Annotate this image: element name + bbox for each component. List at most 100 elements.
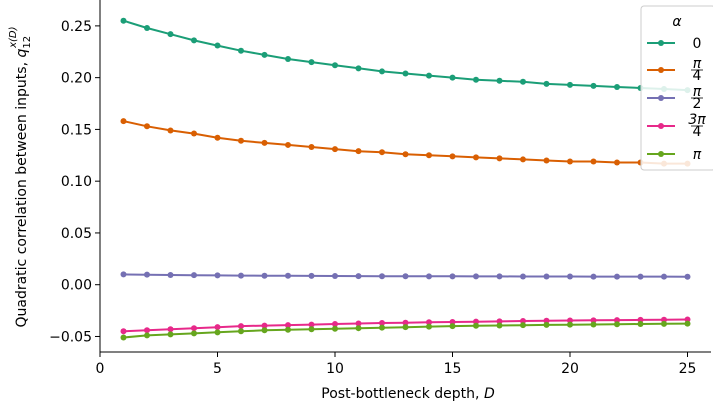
data-point (449, 323, 456, 330)
data-point (520, 318, 526, 325)
data-point (567, 321, 573, 328)
legend-marker (658, 151, 664, 157)
x-tick-label: 5 (213, 361, 222, 377)
data-point (120, 271, 127, 278)
data-point (214, 42, 221, 49)
data-point (379, 320, 385, 327)
data-point (543, 317, 550, 324)
data-point (238, 323, 244, 330)
data-point (496, 273, 503, 280)
x-tick-label: 20 (561, 361, 579, 377)
data-point (191, 130, 197, 137)
data-point (261, 51, 268, 58)
data-point (590, 273, 597, 280)
y-tick-label: 0.15 (61, 122, 92, 138)
data-point (614, 321, 620, 328)
data-point (684, 273, 691, 280)
y-tick-label: 0.20 (61, 71, 92, 87)
data-point (426, 273, 432, 280)
data-point (449, 74, 456, 81)
data-point (496, 155, 503, 162)
data-point (285, 326, 291, 333)
data-point (144, 123, 150, 130)
data-point (355, 325, 362, 332)
data-point (214, 329, 221, 336)
data-point (285, 322, 291, 329)
data-point (308, 272, 315, 279)
data-point (261, 327, 268, 334)
series-3 (120, 316, 691, 335)
series-4 (120, 320, 691, 341)
data-point (543, 321, 550, 328)
data-point (590, 321, 597, 328)
legend-item: π (647, 147, 702, 163)
data-point (191, 325, 197, 332)
data-point (637, 316, 644, 323)
data-point (614, 317, 620, 324)
data-point (449, 273, 456, 280)
data-point (426, 72, 432, 79)
data-point (473, 318, 479, 325)
data-point (449, 153, 456, 160)
legend-label: π (693, 147, 702, 163)
legend-item: π4 (647, 56, 703, 84)
data-point (214, 272, 221, 279)
data-point (473, 322, 479, 329)
data-point (355, 65, 362, 72)
data-point (402, 151, 409, 158)
data-point (661, 273, 667, 280)
data-point (144, 327, 150, 334)
y-tick-label: 0.25 (61, 19, 92, 35)
data-point (144, 24, 150, 31)
data-point (332, 146, 338, 153)
data-point (520, 322, 526, 329)
data-point (285, 56, 291, 63)
data-point (379, 273, 385, 280)
data-point (120, 118, 127, 125)
legend-label-numerator: 3π (688, 112, 706, 128)
y-axis-title: Quadratic correlation between inputs, q1… (8, 26, 33, 327)
data-point (214, 324, 221, 331)
x-tick-label: 0 (96, 361, 105, 377)
data-point (449, 318, 456, 325)
data-point (308, 59, 315, 66)
data-point (637, 273, 644, 280)
legend-marker (658, 67, 664, 73)
legend-label-denominator: 2 (693, 96, 702, 112)
data-point (496, 322, 503, 329)
y-tick-label: −0.05 (49, 329, 92, 345)
legend-title: α (672, 14, 682, 30)
data-point (238, 328, 244, 335)
data-point (684, 320, 691, 327)
data-point (473, 273, 479, 280)
legend-item: π2 (647, 84, 703, 112)
data-point (167, 331, 174, 338)
data-point (355, 320, 362, 327)
data-point (661, 320, 667, 327)
data-point (261, 139, 268, 146)
data-point (543, 157, 550, 164)
data-point (426, 323, 432, 330)
data-point (520, 273, 526, 280)
x-tick-label: 25 (679, 361, 697, 377)
data-point (496, 318, 503, 325)
y-axis: −0.05 0.00 0.05 0.10 0.15 0.20 0.25 (49, 0, 101, 352)
legend-item: 0 (647, 36, 701, 52)
data-point (402, 70, 409, 77)
data-point (684, 316, 691, 323)
y-tick-label: 0.00 (61, 278, 92, 294)
data-point (238, 137, 244, 144)
data-point (144, 271, 150, 278)
data-point (238, 47, 244, 54)
legend-label-numerator: π (693, 84, 702, 100)
series-1 (120, 118, 691, 167)
data-point (590, 317, 597, 324)
legend-item: 3π4 (647, 112, 706, 140)
data-point (661, 316, 667, 323)
data-point (191, 37, 197, 44)
data-point (567, 81, 573, 88)
data-point (285, 141, 291, 148)
legend-label-numerator: π (693, 56, 702, 72)
data-point (355, 148, 362, 155)
